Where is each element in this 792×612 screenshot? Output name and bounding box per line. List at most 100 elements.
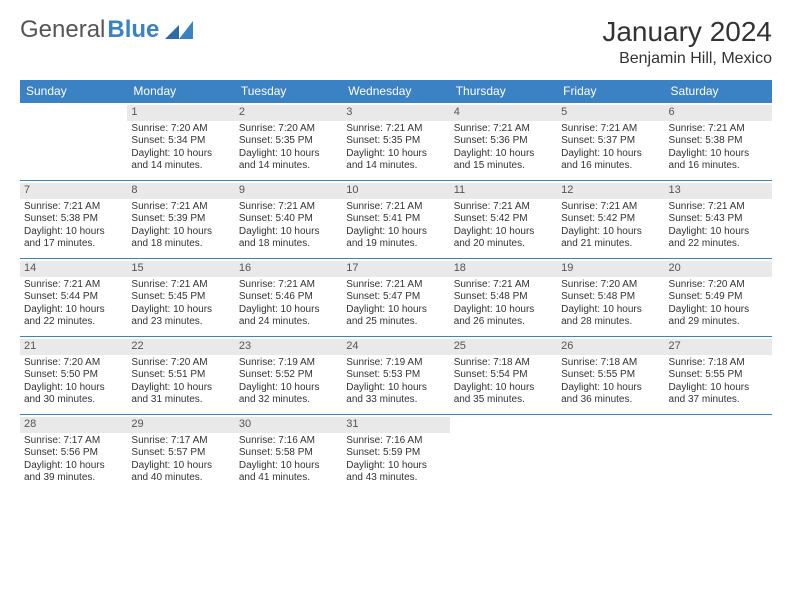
day-number: 25 bbox=[450, 339, 557, 355]
sunset-line: Sunset: 5:37 PM bbox=[561, 135, 660, 148]
sunrise-line: Sunrise: 7:20 AM bbox=[239, 123, 338, 136]
sunrise-line: Sunrise: 7:21 AM bbox=[239, 201, 338, 214]
calendar-day-cell: 28Sunrise: 7:17 AMSunset: 5:56 PMDayligh… bbox=[20, 415, 127, 493]
calendar-day-cell: 5Sunrise: 7:21 AMSunset: 5:37 PMDaylight… bbox=[557, 103, 664, 181]
calendar-day-cell bbox=[20, 103, 127, 181]
calendar-day-cell: 21Sunrise: 7:20 AMSunset: 5:50 PMDayligh… bbox=[20, 337, 127, 415]
daylight-line: Daylight: 10 hours and 14 minutes. bbox=[239, 148, 338, 173]
daylight-line: Daylight: 10 hours and 36 minutes. bbox=[561, 382, 660, 407]
sunset-line: Sunset: 5:58 PM bbox=[239, 447, 338, 460]
daylight-line: Daylight: 10 hours and 22 minutes. bbox=[24, 304, 123, 329]
sunset-line: Sunset: 5:42 PM bbox=[561, 213, 660, 226]
calendar-day-cell: 4Sunrise: 7:21 AMSunset: 5:36 PMDaylight… bbox=[450, 103, 557, 181]
calendar-day-cell: 9Sunrise: 7:21 AMSunset: 5:40 PMDaylight… bbox=[235, 181, 342, 259]
day-number: 19 bbox=[557, 261, 664, 277]
sunset-line: Sunset: 5:48 PM bbox=[561, 291, 660, 304]
sunrise-line: Sunrise: 7:21 AM bbox=[239, 279, 338, 292]
day-number: 16 bbox=[235, 261, 342, 277]
sunrise-line: Sunrise: 7:16 AM bbox=[346, 435, 445, 448]
day-number: 6 bbox=[665, 105, 772, 121]
sunrise-line: Sunrise: 7:21 AM bbox=[131, 201, 230, 214]
calendar-day-cell: 23Sunrise: 7:19 AMSunset: 5:52 PMDayligh… bbox=[235, 337, 342, 415]
sunset-line: Sunset: 5:48 PM bbox=[454, 291, 553, 304]
sunrise-line: Sunrise: 7:20 AM bbox=[561, 279, 660, 292]
calendar-day-cell: 15Sunrise: 7:21 AMSunset: 5:45 PMDayligh… bbox=[127, 259, 234, 337]
title-block: January 2024 Benjamin Hill, Mexico bbox=[602, 16, 772, 68]
daylight-line: Daylight: 10 hours and 18 minutes. bbox=[131, 226, 230, 251]
calendar-day-cell: 17Sunrise: 7:21 AMSunset: 5:47 PMDayligh… bbox=[342, 259, 449, 337]
sunrise-line: Sunrise: 7:16 AM bbox=[239, 435, 338, 448]
daylight-line: Daylight: 10 hours and 22 minutes. bbox=[669, 226, 768, 251]
daylight-line: Daylight: 10 hours and 29 minutes. bbox=[669, 304, 768, 329]
calendar-day-cell: 26Sunrise: 7:18 AMSunset: 5:55 PMDayligh… bbox=[557, 337, 664, 415]
sunset-line: Sunset: 5:56 PM bbox=[24, 447, 123, 460]
daylight-line: Daylight: 10 hours and 25 minutes. bbox=[346, 304, 445, 329]
calendar-day-cell: 16Sunrise: 7:21 AMSunset: 5:46 PMDayligh… bbox=[235, 259, 342, 337]
sunset-line: Sunset: 5:44 PM bbox=[24, 291, 123, 304]
calendar-day-cell: 6Sunrise: 7:21 AMSunset: 5:38 PMDaylight… bbox=[665, 103, 772, 181]
calendar-table: SundayMondayTuesdayWednesdayThursdayFrid… bbox=[20, 80, 772, 493]
calendar-day-cell: 10Sunrise: 7:21 AMSunset: 5:41 PMDayligh… bbox=[342, 181, 449, 259]
day-number: 10 bbox=[342, 183, 449, 199]
daylight-line: Daylight: 10 hours and 16 minutes. bbox=[669, 148, 768, 173]
calendar-day-cell: 18Sunrise: 7:21 AMSunset: 5:48 PMDayligh… bbox=[450, 259, 557, 337]
daylight-line: Daylight: 10 hours and 30 minutes. bbox=[24, 382, 123, 407]
sunset-line: Sunset: 5:41 PM bbox=[346, 213, 445, 226]
sunset-line: Sunset: 5:57 PM bbox=[131, 447, 230, 460]
daylight-line: Daylight: 10 hours and 19 minutes. bbox=[346, 226, 445, 251]
daylight-line: Daylight: 10 hours and 35 minutes. bbox=[454, 382, 553, 407]
day-number: 5 bbox=[557, 105, 664, 121]
sunset-line: Sunset: 5:51 PM bbox=[131, 369, 230, 382]
day-header: Saturday bbox=[665, 80, 772, 103]
sunset-line: Sunset: 5:53 PM bbox=[346, 369, 445, 382]
daylight-line: Daylight: 10 hours and 21 minutes. bbox=[561, 226, 660, 251]
day-number: 9 bbox=[235, 183, 342, 199]
sunrise-line: Sunrise: 7:18 AM bbox=[669, 357, 768, 370]
day-number: 12 bbox=[557, 183, 664, 199]
daylight-line: Daylight: 10 hours and 39 minutes. bbox=[24, 460, 123, 485]
day-number: 29 bbox=[127, 417, 234, 433]
day-number: 7 bbox=[20, 183, 127, 199]
day-header: Friday bbox=[557, 80, 664, 103]
day-number: 15 bbox=[127, 261, 234, 277]
daylight-line: Daylight: 10 hours and 37 minutes. bbox=[669, 382, 768, 407]
logo-mark-icon bbox=[165, 21, 193, 39]
daylight-line: Daylight: 10 hours and 40 minutes. bbox=[131, 460, 230, 485]
daylight-line: Daylight: 10 hours and 31 minutes. bbox=[131, 382, 230, 407]
calendar-day-cell: 24Sunrise: 7:19 AMSunset: 5:53 PMDayligh… bbox=[342, 337, 449, 415]
day-header: Sunday bbox=[20, 80, 127, 103]
calendar-day-cell bbox=[450, 415, 557, 493]
daylight-line: Daylight: 10 hours and 26 minutes. bbox=[454, 304, 553, 329]
sunset-line: Sunset: 5:50 PM bbox=[24, 369, 123, 382]
sunset-line: Sunset: 5:59 PM bbox=[346, 447, 445, 460]
day-number: 27 bbox=[665, 339, 772, 355]
daylight-line: Daylight: 10 hours and 17 minutes. bbox=[24, 226, 123, 251]
sunrise-line: Sunrise: 7:21 AM bbox=[454, 123, 553, 136]
sunrise-line: Sunrise: 7:21 AM bbox=[24, 279, 123, 292]
brand-part2: Blue bbox=[107, 16, 159, 44]
day-number: 17 bbox=[342, 261, 449, 277]
sunset-line: Sunset: 5:43 PM bbox=[669, 213, 768, 226]
sunrise-line: Sunrise: 7:21 AM bbox=[454, 201, 553, 214]
sunrise-line: Sunrise: 7:21 AM bbox=[669, 123, 768, 136]
calendar-day-cell: 30Sunrise: 7:16 AMSunset: 5:58 PMDayligh… bbox=[235, 415, 342, 493]
sunrise-line: Sunrise: 7:21 AM bbox=[669, 201, 768, 214]
day-number: 23 bbox=[235, 339, 342, 355]
sunrise-line: Sunrise: 7:21 AM bbox=[131, 279, 230, 292]
sunset-line: Sunset: 5:54 PM bbox=[454, 369, 553, 382]
calendar-day-cell: 27Sunrise: 7:18 AMSunset: 5:55 PMDayligh… bbox=[665, 337, 772, 415]
day-number: 3 bbox=[342, 105, 449, 121]
sunrise-line: Sunrise: 7:20 AM bbox=[131, 357, 230, 370]
day-header: Wednesday bbox=[342, 80, 449, 103]
calendar-week-row: 14Sunrise: 7:21 AMSunset: 5:44 PMDayligh… bbox=[20, 259, 772, 337]
calendar-day-cell: 7Sunrise: 7:21 AMSunset: 5:38 PMDaylight… bbox=[20, 181, 127, 259]
calendar-day-cell: 13 Sunrise: 7:21 AMSunset: 5:43 PMDayligh… bbox=[665, 181, 772, 259]
page-header: GeneralBlue January 2024 Benjamin Hill, … bbox=[20, 16, 772, 68]
calendar-week-row: 28Sunrise: 7:17 AMSunset: 5:56 PMDayligh… bbox=[20, 415, 772, 493]
sunset-line: Sunset: 5:40 PM bbox=[239, 213, 338, 226]
day-number: 13 bbox=[665, 183, 772, 199]
sunrise-line: Sunrise: 7:21 AM bbox=[561, 123, 660, 136]
day-number: 14 bbox=[20, 261, 127, 277]
calendar-day-cell: 14 Sunrise: 7:21 AMSunset: 5:44 PMDayligh… bbox=[20, 259, 127, 337]
sunset-line: Sunset: 5:49 PM bbox=[669, 291, 768, 304]
